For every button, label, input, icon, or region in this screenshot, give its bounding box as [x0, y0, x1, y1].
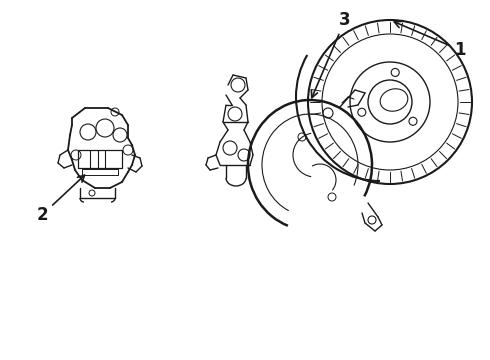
Text: 2: 2 [36, 175, 85, 224]
Text: 1: 1 [394, 21, 466, 59]
Bar [82, 169, 118, 175]
Bar [78, 150, 122, 168]
Text: 3: 3 [311, 11, 351, 98]
